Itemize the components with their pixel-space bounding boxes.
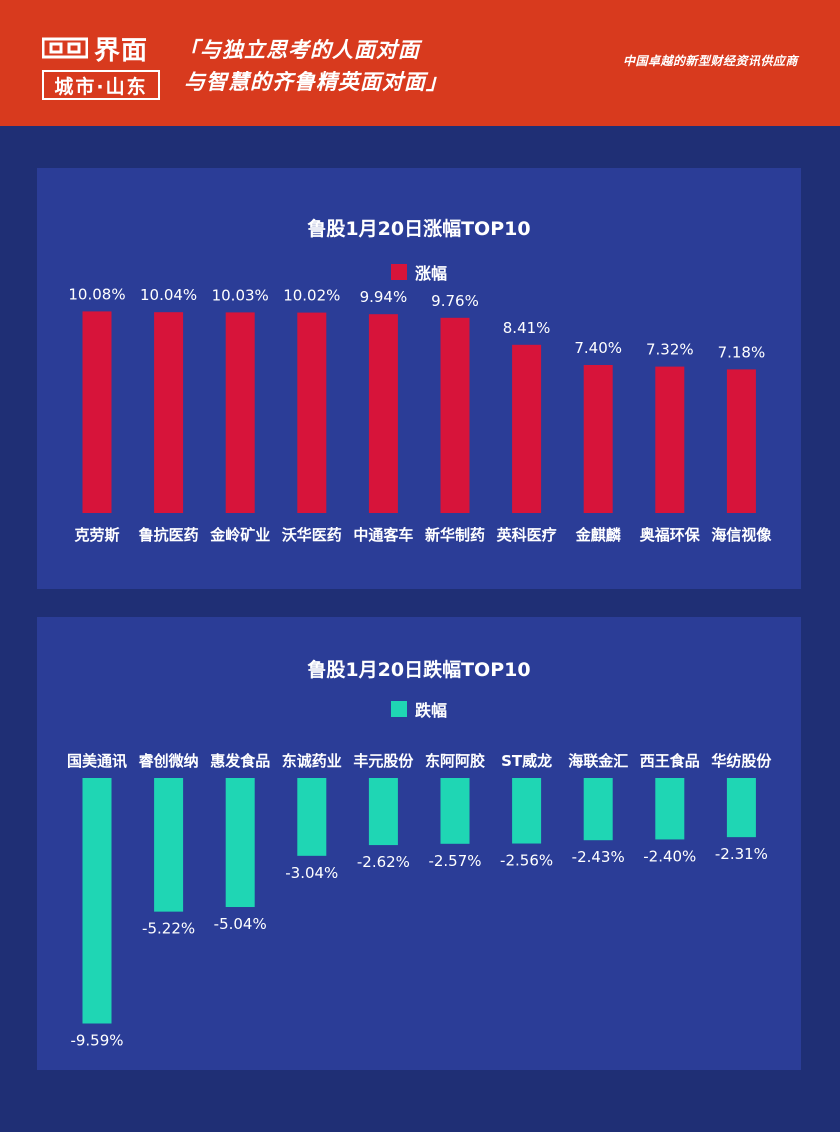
loss-category-label: 东诚药业 (282, 752, 342, 770)
loss-data-label: -2.56% (500, 852, 553, 870)
logo-sub-text: 城市·山东 (42, 70, 160, 100)
loss-bar (440, 778, 470, 844)
gain-bar-chart: 10.08% 克劳斯 10.04% 鲁抗医药 10.03% 金岭矿业 10.02% 沃华医药 9… (68, 285, 772, 544)
loss-chart-title: 鲁股1月20日跌幅TOP10 (307, 659, 531, 681)
header-banner: 界面 城市·山东 「与独立思考的人面对面 与智慧的齐鲁精英面对面」 中国卓越的新… (0, 0, 840, 126)
gain-category-label: 奥福环保 (640, 526, 701, 544)
loss-bar (583, 778, 613, 841)
gain-bar (368, 314, 398, 513)
gain-bar (440, 317, 470, 513)
loss-bar (655, 778, 685, 840)
gain-legend-label: 涨幅 (414, 264, 447, 283)
loss-category-label: 西王食品 (640, 752, 700, 770)
gain-bar (82, 311, 112, 513)
loss-chart-panel: 鲁股1月20日跌幅TOP10 跌幅 -9.59% 国美通讯 -5.22% 睿创微纳 -5… (37, 617, 801, 1070)
loss-bar (154, 778, 184, 912)
gain-bar (583, 365, 613, 513)
gain-data-label: 10.08% (68, 285, 125, 303)
gain-data-label: 10.04% (140, 286, 197, 304)
loss-category-label: 国美通讯 (67, 752, 127, 770)
gain-data-label: 8.41% (503, 319, 551, 337)
loss-category-label: 惠发食品 (210, 752, 270, 770)
gain-category-label: 沃华医药 (282, 526, 342, 544)
gain-data-label: 10.03% (212, 286, 269, 304)
loss-category-label: 睿创微纳 (139, 752, 199, 770)
gain-data-label: 9.76% (431, 292, 479, 310)
loss-bar (225, 778, 255, 908)
gain-chart-panel: 鲁股1月20日涨幅TOP10 涨幅 10.08% 克劳斯 10.04% 鲁抗医药 10.… (37, 168, 801, 589)
loss-chart-legend: 跌幅 (37, 697, 801, 721)
slogan-line-1: 「与独立思考的人面对面 (178, 38, 420, 62)
loss-data-label: -3.04% (285, 864, 338, 882)
logo-main-text: 界面 (94, 35, 149, 66)
loss-bar (82, 778, 112, 1024)
jiemian-logo: 界面 城市·山东 (42, 30, 160, 102)
loss-data-label: -2.43% (572, 848, 625, 866)
gain-bar (512, 344, 542, 513)
gain-bar (726, 369, 756, 513)
loss-bar (512, 778, 542, 844)
gain-bar (655, 366, 685, 513)
loss-bar (726, 778, 756, 838)
loss-data-label: -2.62% (357, 853, 410, 871)
gain-data-label: 10.02% (283, 287, 340, 305)
loss-category-label: 丰元股份 (353, 752, 414, 770)
tagline: 中国卓越的新型财经资讯供应商 (622, 54, 798, 68)
loss-data-label: -5.22% (142, 920, 195, 938)
gain-data-label: 7.18% (718, 343, 766, 361)
loss-category-label: ST威龙 (501, 752, 552, 770)
gain-chart-title: 鲁股1月20日涨幅TOP10 (307, 218, 531, 240)
loss-data-label: -5.04% (214, 915, 267, 933)
gain-legend-swatch (390, 264, 407, 280)
logo-mark-icon (42, 37, 88, 59)
slogan-line-2: 与智慧的齐鲁精英面对面」 (184, 70, 448, 94)
loss-legend-swatch (390, 701, 407, 717)
gain-data-label: 9.94% (360, 288, 408, 306)
gain-category-label: 金麒麟 (575, 526, 622, 544)
loss-bar-chart: -9.59% 国美通讯 -5.22% 睿创微纳 -5.04% 惠发食品 -3.04% 东诚药业… (67, 752, 772, 1050)
gain-bar (225, 312, 255, 513)
gain-chart-legend: 涨幅 (37, 260, 801, 284)
gain-category-label: 海信视像 (711, 526, 772, 544)
gain-category-label: 新华制药 (425, 526, 485, 544)
loss-bar (368, 778, 398, 846)
gain-category-label: 英科医疗 (497, 526, 557, 544)
loss-category-label: 东阿阿胶 (425, 752, 485, 770)
loss-data-label: -2.31% (715, 845, 768, 863)
slogan: 「与独立思考的人面对面 与智慧的齐鲁精英面对面」 (178, 34, 448, 98)
loss-data-label: -9.59% (70, 1032, 123, 1050)
gain-bar (154, 312, 184, 513)
gain-data-label: 7.32% (646, 341, 694, 359)
gain-category-label: 金岭矿业 (209, 526, 270, 544)
loss-bar (297, 778, 327, 856)
loss-data-label: -2.57% (428, 852, 481, 870)
loss-category-label: 华纺股份 (711, 752, 772, 770)
gain-bar (297, 312, 327, 513)
gain-data-label: 7.40% (574, 339, 622, 357)
gain-category-label: 克劳斯 (74, 526, 119, 544)
gain-category-label: 鲁抗医药 (139, 526, 199, 544)
loss-data-label: -2.40% (643, 847, 696, 865)
loss-legend-label: 跌幅 (414, 701, 447, 720)
gain-category-label: 中通客车 (353, 526, 413, 544)
loss-category-label: 海联金汇 (568, 752, 628, 770)
